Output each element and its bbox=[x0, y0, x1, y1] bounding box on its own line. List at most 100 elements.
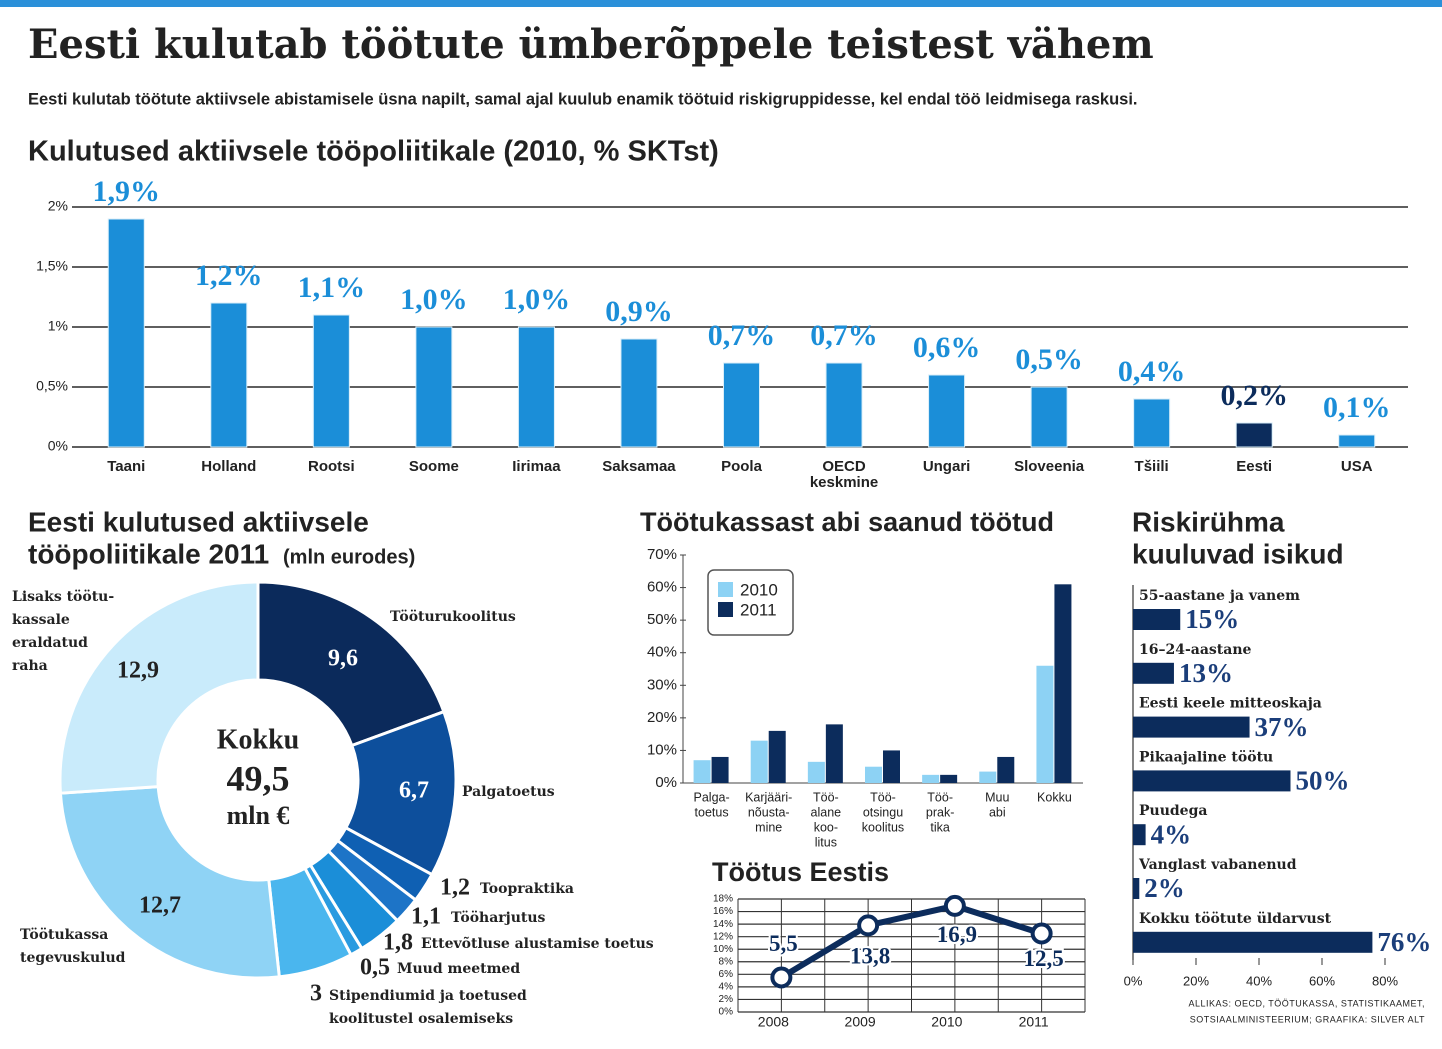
x-tick-label: Taani bbox=[107, 458, 145, 475]
y-tick-label: 6% bbox=[719, 969, 734, 980]
bar bbox=[517, 326, 555, 448]
y-tick-label: 18% bbox=[713, 894, 733, 905]
value-label: 12,5 bbox=[1024, 946, 1064, 971]
bar bbox=[883, 750, 900, 783]
y-tick-label: 0% bbox=[655, 774, 677, 791]
value-label: 0,5 bbox=[360, 955, 390, 981]
bar bbox=[107, 218, 145, 448]
value-label: 5,5 bbox=[769, 931, 798, 956]
donut-segment bbox=[256, 580, 446, 748]
value-label: 0,5% bbox=[1015, 343, 1083, 376]
value-label: 15% bbox=[1185, 604, 1239, 634]
bar bbox=[979, 771, 997, 783]
x-tick-label: otsingu bbox=[863, 805, 903, 819]
bar bbox=[865, 766, 882, 783]
x-tick-label: 2011 bbox=[1019, 1014, 1049, 1030]
x-tick-label: koo- bbox=[814, 820, 838, 834]
bar bbox=[1133, 931, 1373, 953]
category-label: Eesti keele mitteoskaja bbox=[1139, 696, 1322, 712]
bar bbox=[1133, 662, 1174, 684]
x-tick-label: keskmine bbox=[810, 474, 878, 491]
value-label: 12,7 bbox=[139, 893, 181, 919]
y-tick-label: 4% bbox=[719, 982, 734, 993]
source: SOTSIAALMINISTEERIUM; GRAAFIKA: SILVER A… bbox=[1190, 1014, 1425, 1024]
value-label: 1,2 bbox=[440, 875, 470, 901]
x-tick-label: Soome bbox=[409, 458, 459, 475]
x-tick-label: Sloveenia bbox=[1014, 458, 1085, 475]
x-tick-label: Palga- bbox=[694, 790, 730, 804]
bar bbox=[825, 724, 843, 783]
bar bbox=[711, 756, 729, 783]
x-tick-label: tika bbox=[930, 820, 950, 834]
y-tick-label: 0% bbox=[48, 438, 68, 454]
bar bbox=[1133, 878, 1140, 899]
bar bbox=[1133, 609, 1181, 630]
marker bbox=[857, 914, 880, 937]
y-tick-label: 12% bbox=[713, 931, 733, 942]
category-label: Kokku töötute üldarvust bbox=[1139, 911, 1332, 927]
bar bbox=[415, 326, 453, 448]
x-tick-label: Kokku bbox=[1037, 790, 1072, 804]
y-tick-label: 1% bbox=[48, 318, 68, 334]
y-tick-label: 8% bbox=[719, 956, 734, 967]
value-label: 50% bbox=[1296, 766, 1350, 796]
x-tick-label: 60% bbox=[1309, 973, 1335, 988]
bar bbox=[1338, 434, 1376, 448]
y-tick-label: 14% bbox=[713, 919, 733, 930]
value-label: 0,1% bbox=[1323, 391, 1391, 424]
bar bbox=[723, 362, 760, 448]
value-label: 76% bbox=[1377, 927, 1431, 957]
bar bbox=[1030, 386, 1068, 448]
center-unit: mln € bbox=[227, 801, 290, 830]
x-tick-label: Poola bbox=[721, 458, 762, 475]
bar bbox=[825, 362, 863, 448]
x-tick-label: litus bbox=[815, 835, 837, 849]
bar bbox=[620, 338, 658, 448]
x-tick-label: Iirimaa bbox=[512, 458, 561, 475]
segment-label: Stipendiumid ja toetused bbox=[329, 988, 527, 1004]
bar bbox=[1235, 422, 1273, 448]
bar bbox=[922, 774, 940, 783]
y-tick-label: 2% bbox=[48, 198, 68, 214]
x-tick-label: Eesti bbox=[1236, 458, 1272, 475]
bar bbox=[1133, 824, 1146, 846]
value-label: 1,1% bbox=[298, 271, 366, 304]
segment-label: Tööharjutus bbox=[451, 910, 546, 926]
bar bbox=[1036, 665, 1054, 783]
segment-label: Ettevõtluse alustamise toetus bbox=[421, 935, 654, 952]
x-tick-label: 0% bbox=[1124, 973, 1143, 988]
chart-title: Töötus Eestis bbox=[712, 857, 889, 887]
segment-label: tegevuskulud bbox=[20, 950, 126, 966]
x-tick-label: 80% bbox=[1372, 973, 1398, 988]
legend-label: 2010 bbox=[740, 580, 778, 599]
category-label: Pikaajaline töötu bbox=[1139, 749, 1273, 765]
chart-title: Töötukassast abi saanud töötud bbox=[640, 507, 1054, 537]
x-tick-label: Ungari bbox=[923, 458, 971, 475]
value-label: 1,2% bbox=[195, 259, 263, 292]
x-tick-label: Karjääri- bbox=[745, 790, 792, 804]
x-tick-label: prak- bbox=[926, 805, 954, 819]
x-tick-label: Töö- bbox=[927, 790, 953, 804]
x-tick-label: USA bbox=[1341, 458, 1373, 475]
y-tick-label: 10% bbox=[647, 741, 677, 758]
category-label: Puudega bbox=[1139, 803, 1207, 819]
bar bbox=[807, 761, 825, 783]
x-tick-label: 20% bbox=[1183, 973, 1209, 988]
bar bbox=[750, 740, 768, 783]
x-tick-label: Holland bbox=[201, 458, 256, 475]
marker bbox=[770, 966, 793, 989]
x-tick-label: 2010 bbox=[931, 1014, 962, 1030]
x-tick-label: 40% bbox=[1246, 973, 1272, 988]
value-label: 1,8 bbox=[383, 930, 413, 956]
segment-label: Palgatoetus bbox=[462, 784, 555, 800]
x-tick-label: OECD bbox=[822, 458, 866, 475]
bar bbox=[928, 374, 966, 448]
segment-label: Muud meetmed bbox=[397, 961, 520, 977]
bar bbox=[693, 760, 711, 783]
bar bbox=[1133, 716, 1250, 738]
y-tick-label: 60% bbox=[647, 579, 677, 596]
x-tick-label: 2008 bbox=[758, 1014, 789, 1030]
category-label: 16–24-aastane bbox=[1139, 642, 1252, 658]
value-label: 3 bbox=[310, 981, 322, 1007]
